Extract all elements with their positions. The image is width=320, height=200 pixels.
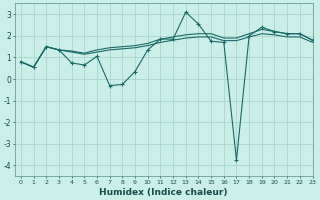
X-axis label: Humidex (Indice chaleur): Humidex (Indice chaleur) bbox=[99, 188, 228, 197]
